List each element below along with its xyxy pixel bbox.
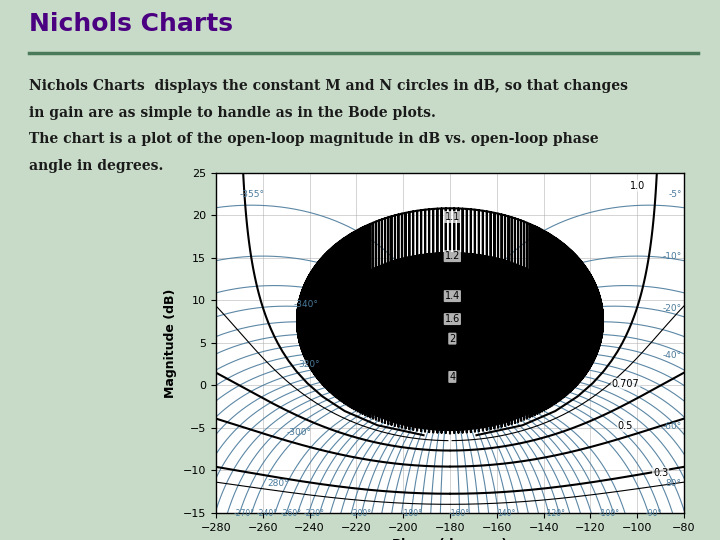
Text: -270°: -270°: [233, 509, 255, 518]
Text: -240°: -240°: [257, 509, 278, 518]
Text: in gain are as simple to handle as in the Bode plots.: in gain are as simple to handle as in th…: [29, 106, 436, 120]
Y-axis label: Magnitude (dB): Magnitude (dB): [164, 288, 177, 397]
Text: -180°: -180°: [402, 509, 423, 518]
Text: 1.0: 1.0: [629, 180, 645, 191]
Text: -300°: -300°: [287, 428, 311, 437]
Text: 1.1: 1.1: [445, 212, 460, 222]
Text: The chart is a plot of the open-loop magnitude in dB vs. open-loop phase: The chart is a plot of the open-loop mag…: [29, 132, 598, 146]
Text: -60°: -60°: [662, 422, 682, 431]
X-axis label: Phase (degrees): Phase (degrees): [392, 538, 508, 540]
Text: 0.707: 0.707: [611, 379, 639, 389]
Text: -220°: -220°: [304, 509, 325, 518]
Text: -120°: -120°: [545, 509, 566, 518]
Text: Nichols Charts: Nichols Charts: [29, 12, 233, 36]
Text: 280°: 280°: [268, 479, 289, 488]
Text: -90°: -90°: [645, 509, 662, 518]
Text: -340°: -340°: [293, 300, 318, 309]
Text: -355°: -355°: [240, 190, 264, 199]
Text: 2: 2: [449, 334, 456, 343]
Text: -20°: -20°: [662, 305, 682, 313]
Text: 4: 4: [449, 372, 456, 382]
Text: -200°: -200°: [351, 509, 372, 518]
Text: angle in degrees.: angle in degrees.: [29, 159, 163, 173]
Text: Nichols Charts  displays the constant M and N circles in dB, so that changes: Nichols Charts displays the constant M a…: [29, 79, 628, 93]
Text: -10°: -10°: [662, 252, 682, 261]
Text: 80°: 80°: [666, 479, 682, 488]
Text: -100°: -100°: [598, 509, 620, 518]
Text: -5°: -5°: [668, 190, 682, 199]
Text: 1.2: 1.2: [445, 251, 460, 261]
Text: 1.6: 1.6: [445, 314, 460, 324]
Text: -160°: -160°: [449, 509, 470, 518]
Text: -40°: -40°: [662, 351, 682, 360]
Text: 0.5: 0.5: [618, 421, 633, 431]
Text: -260°: -260°: [280, 509, 302, 518]
Text: 140°: 140°: [497, 509, 516, 518]
Text: 0.3: 0.3: [653, 468, 668, 478]
Text: 1.4: 1.4: [445, 291, 460, 301]
Text: 320°: 320°: [298, 360, 320, 369]
